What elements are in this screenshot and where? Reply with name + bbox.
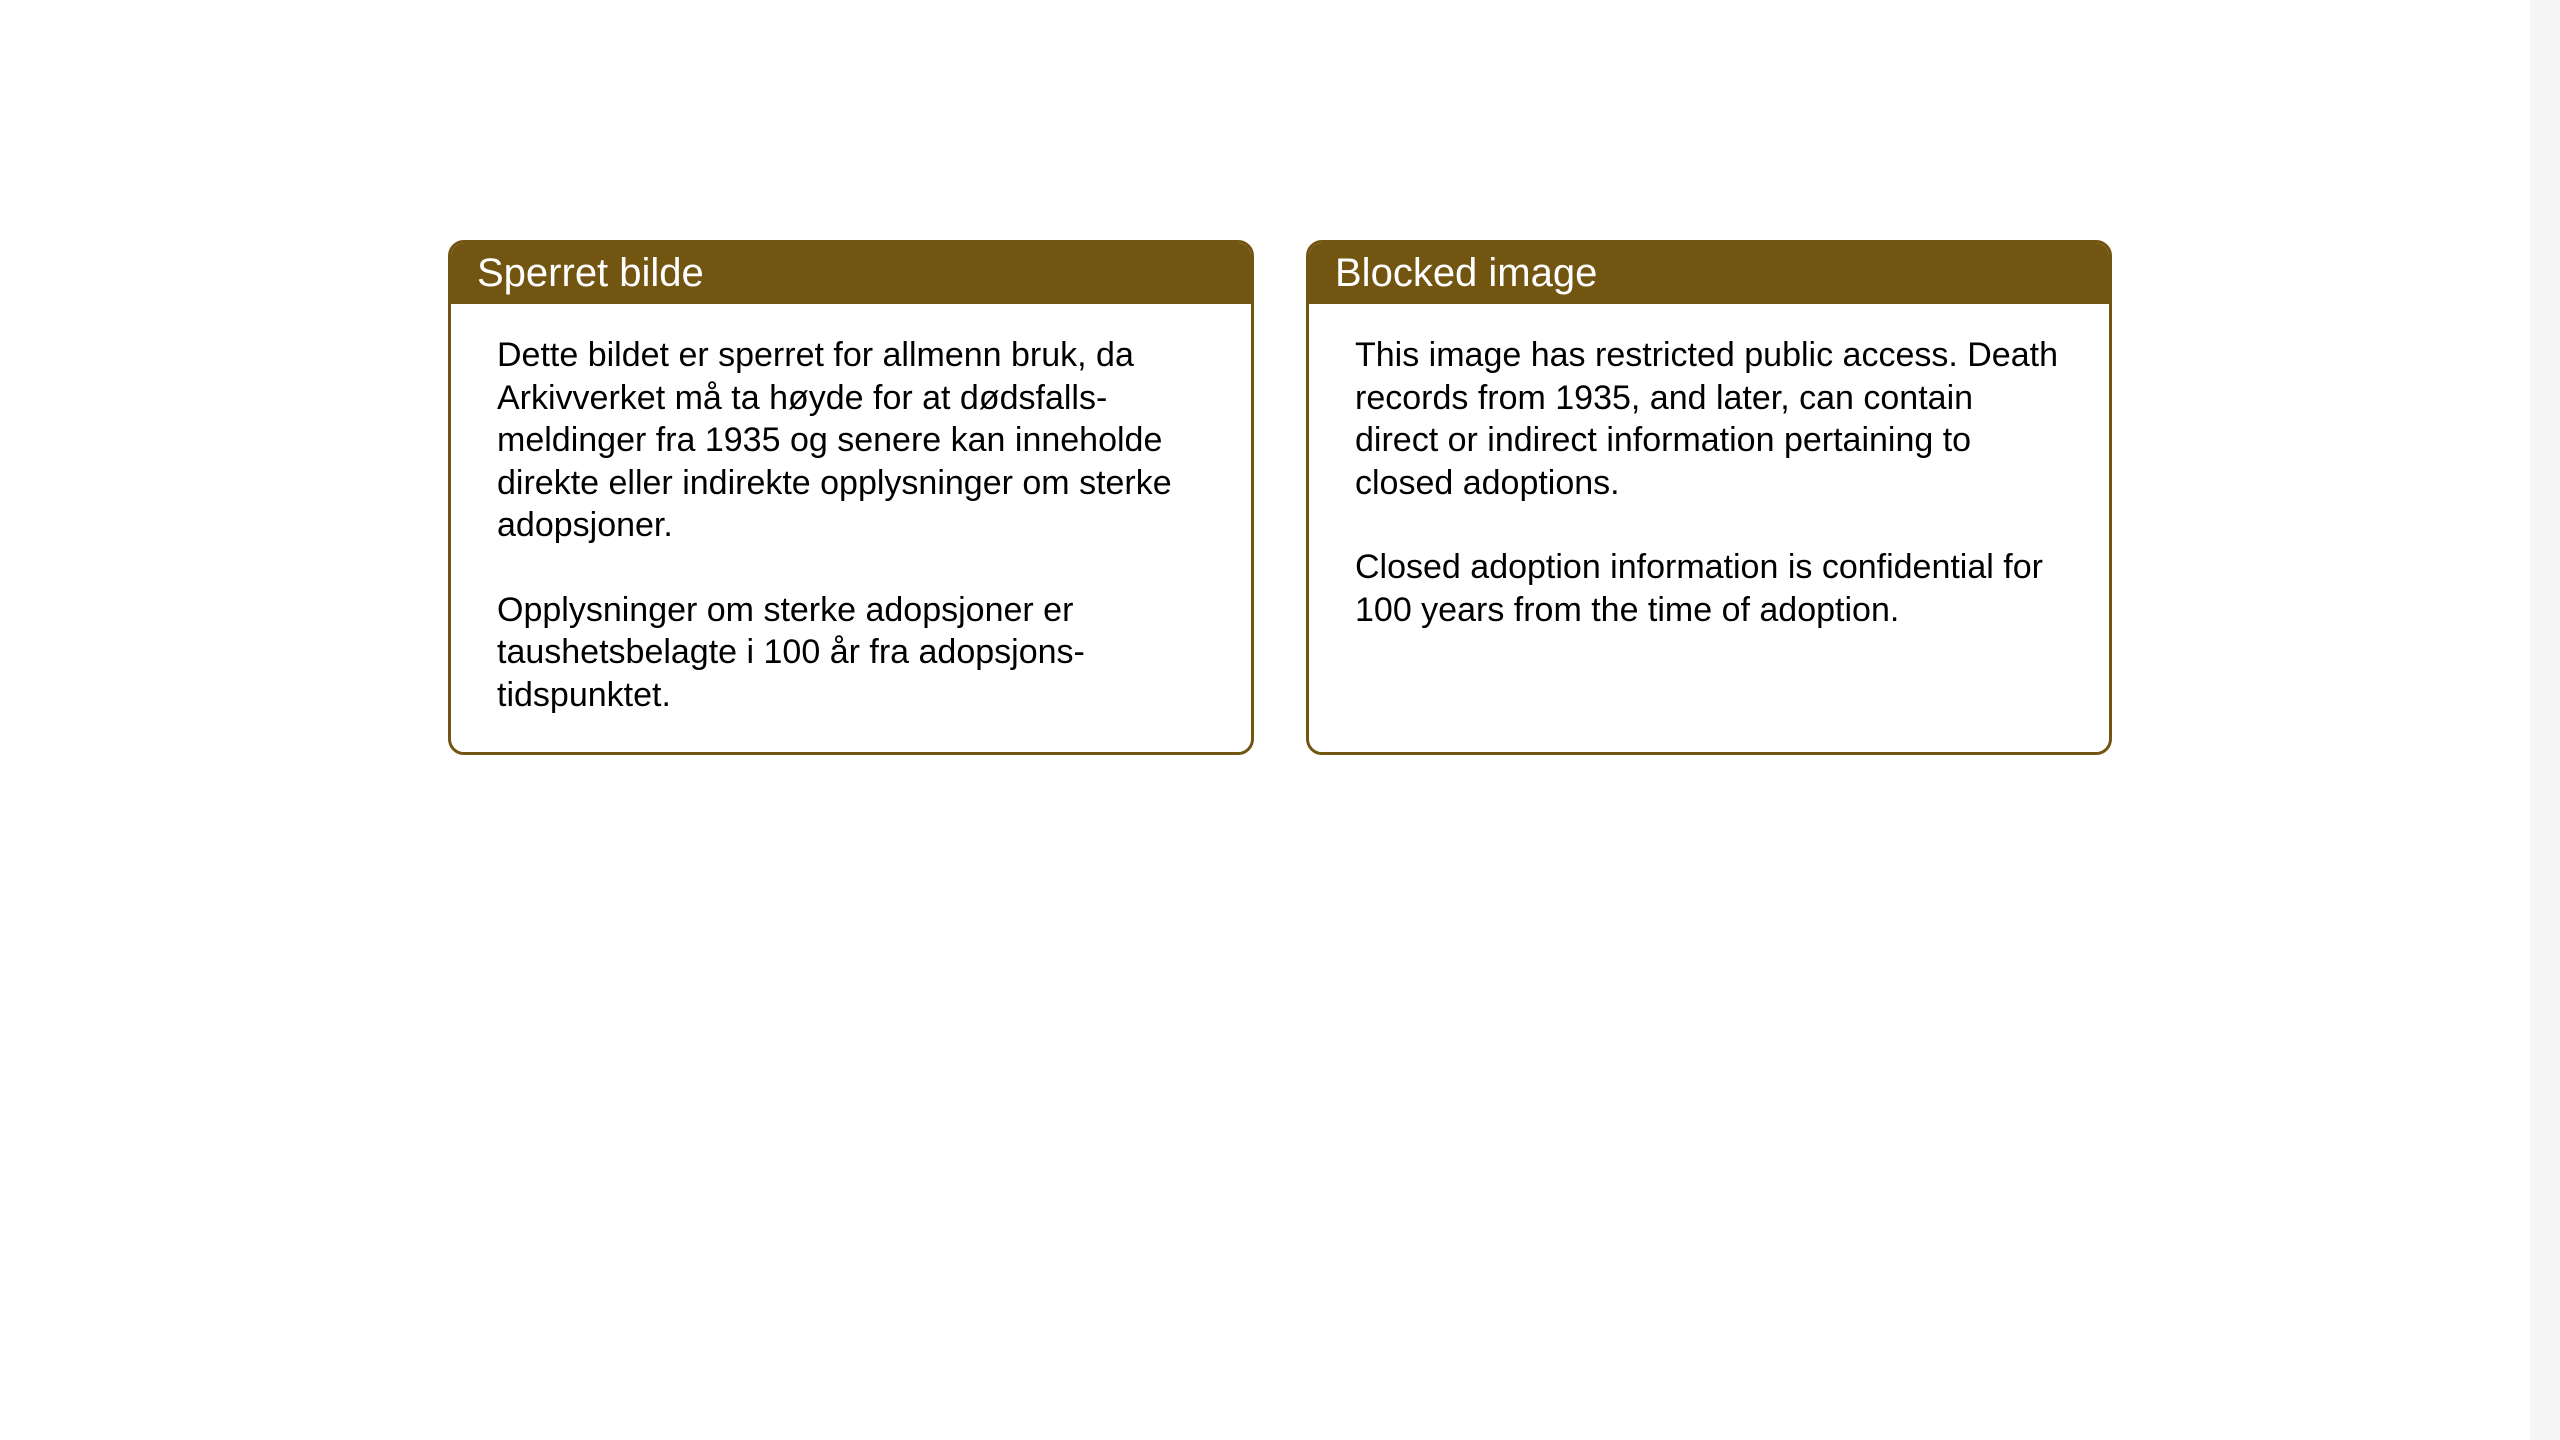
notice-body-norwegian: Dette bildet er sperret for allmenn bruk… — [451, 304, 1251, 752]
notice-paragraph-2-norwegian: Opplysninger om sterke adopsjoner er tau… — [497, 589, 1205, 717]
notice-container: Sperret bilde Dette bildet er sperret fo… — [448, 240, 2112, 755]
notice-box-norwegian: Sperret bilde Dette bildet er sperret fo… — [448, 240, 1254, 755]
notice-title-norwegian: Sperret bilde — [477, 251, 704, 295]
notice-title-english: Blocked image — [1335, 251, 1597, 295]
notice-paragraph-1-norwegian: Dette bildet er sperret for allmenn bruk… — [497, 334, 1205, 547]
notice-body-english: This image has restricted public access.… — [1309, 304, 2109, 667]
notice-paragraph-2-english: Closed adoption information is confident… — [1355, 546, 2063, 631]
notice-paragraph-1-english: This image has restricted public access.… — [1355, 334, 2063, 504]
notice-header-norwegian: Sperret bilde — [451, 243, 1251, 304]
notice-header-english: Blocked image — [1309, 243, 2109, 304]
scrollbar-track[interactable] — [2530, 0, 2560, 1440]
notice-box-english: Blocked image This image has restricted … — [1306, 240, 2112, 755]
